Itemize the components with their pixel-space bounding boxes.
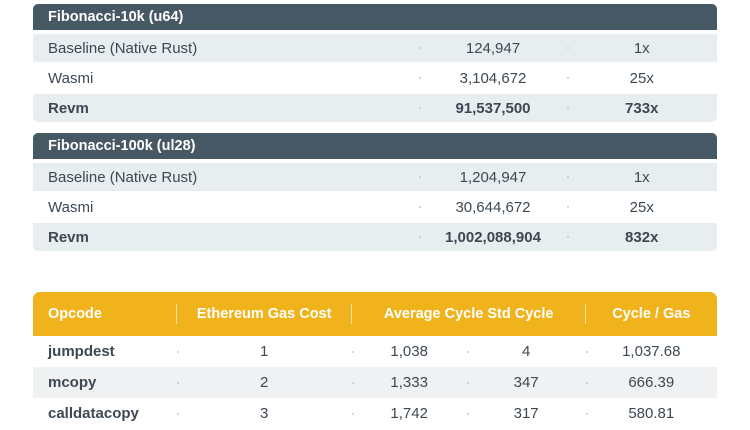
table-row: Wasmi 3,104,672 25x (33, 64, 717, 92)
slowdown-multiplier: 832x (566, 229, 717, 246)
benchmark-table-fibonacci-10k: Fibonacci-10k (u64) Baseline (Native Rus… (33, 4, 717, 122)
table-row: Revm 91,537,500 733x (33, 94, 717, 122)
cycle-count: 30,644,672 (419, 199, 566, 216)
cycle-count: 1,204,947 (419, 169, 566, 186)
runtime-name: Wasmi (48, 198, 94, 216)
header-ethereum-gas-cost: Ethereum Gas Cost (177, 306, 352, 322)
table-row: Wasmi 30,644,672 25x (33, 193, 717, 221)
slowdown-multiplier: 1x (566, 40, 717, 57)
benchmark-table-fibonacci-100k: Fibonacci-100k (ul28) Baseline (Native R… (33, 133, 717, 251)
opcode-name: mcopy (48, 374, 97, 391)
gas-cost-value: 2 (176, 374, 352, 391)
opcode-name: jumpdest (48, 343, 115, 360)
header-cycle-per-gas: Cycle / Gas (612, 306, 691, 322)
table-row: jumpdest 1 1,038 4 1,037.68 (33, 336, 717, 367)
average-cycle-value: 1,038 (351, 343, 467, 360)
average-cycle-value: 1,333 (351, 374, 467, 391)
slowdown-multiplier: 733x (566, 100, 717, 117)
table-row: mcopy 2 1,333 347 666.39 (33, 367, 717, 398)
header-average-cycle-std-cycle: Average Cycle Std Cycle (352, 306, 586, 322)
header-opcode: Opcode (33, 306, 177, 322)
gas-cost-value: 3 (176, 405, 352, 422)
gas-cost-value: 1 (176, 343, 352, 360)
opcode-table-header: Opcode Ethereum Gas Cost Average Cycle S… (33, 292, 717, 336)
table-row: Revm 1,002,088,904 832x (33, 223, 717, 251)
std-cycle-value: 347 (466, 374, 586, 391)
cycle-per-gas-value: 1,037.68 (585, 343, 717, 360)
cycle-per-gas-value: 666.39 (585, 374, 717, 391)
opcode-name: calldatacopy (48, 405, 139, 422)
slowdown-multiplier: 1x (566, 169, 717, 186)
average-cycle-value: 1,742 (351, 405, 467, 422)
runtime-name: Revm (48, 228, 89, 246)
table-row: Baseline (Native Rust) 1,204,947 1x (33, 163, 717, 191)
slowdown-multiplier: 25x (566, 70, 717, 87)
cycle-count: 3,104,672 (419, 70, 566, 87)
std-cycle-value: 4 (466, 343, 586, 360)
table-title: Fibonacci-100k (ul28) (33, 133, 717, 159)
table-title: Fibonacci-10k (u64) (33, 4, 717, 30)
runtime-name: Baseline (Native Rust) (48, 168, 198, 186)
runtime-name: Revm (48, 99, 89, 117)
cycle-count: 91,537,500 (419, 100, 566, 117)
runtime-name: Wasmi (48, 69, 94, 87)
table-row: Baseline (Native Rust) 124,947 1x (33, 34, 717, 62)
std-cycle-value: 317 (466, 405, 586, 422)
runtime-name: Baseline (Native Rust) (48, 39, 198, 57)
cycle-per-gas-value: 580.81 (585, 405, 717, 422)
slowdown-multiplier: 25x (566, 199, 717, 216)
opcode-cost-table: Opcode Ethereum Gas Cost Average Cycle S… (33, 292, 717, 429)
cycle-count: 1,002,088,904 (419, 229, 566, 246)
cycle-count: 124,947 (419, 40, 566, 57)
table-row: calldatacopy 3 1,742 317 580.81 (33, 398, 717, 429)
